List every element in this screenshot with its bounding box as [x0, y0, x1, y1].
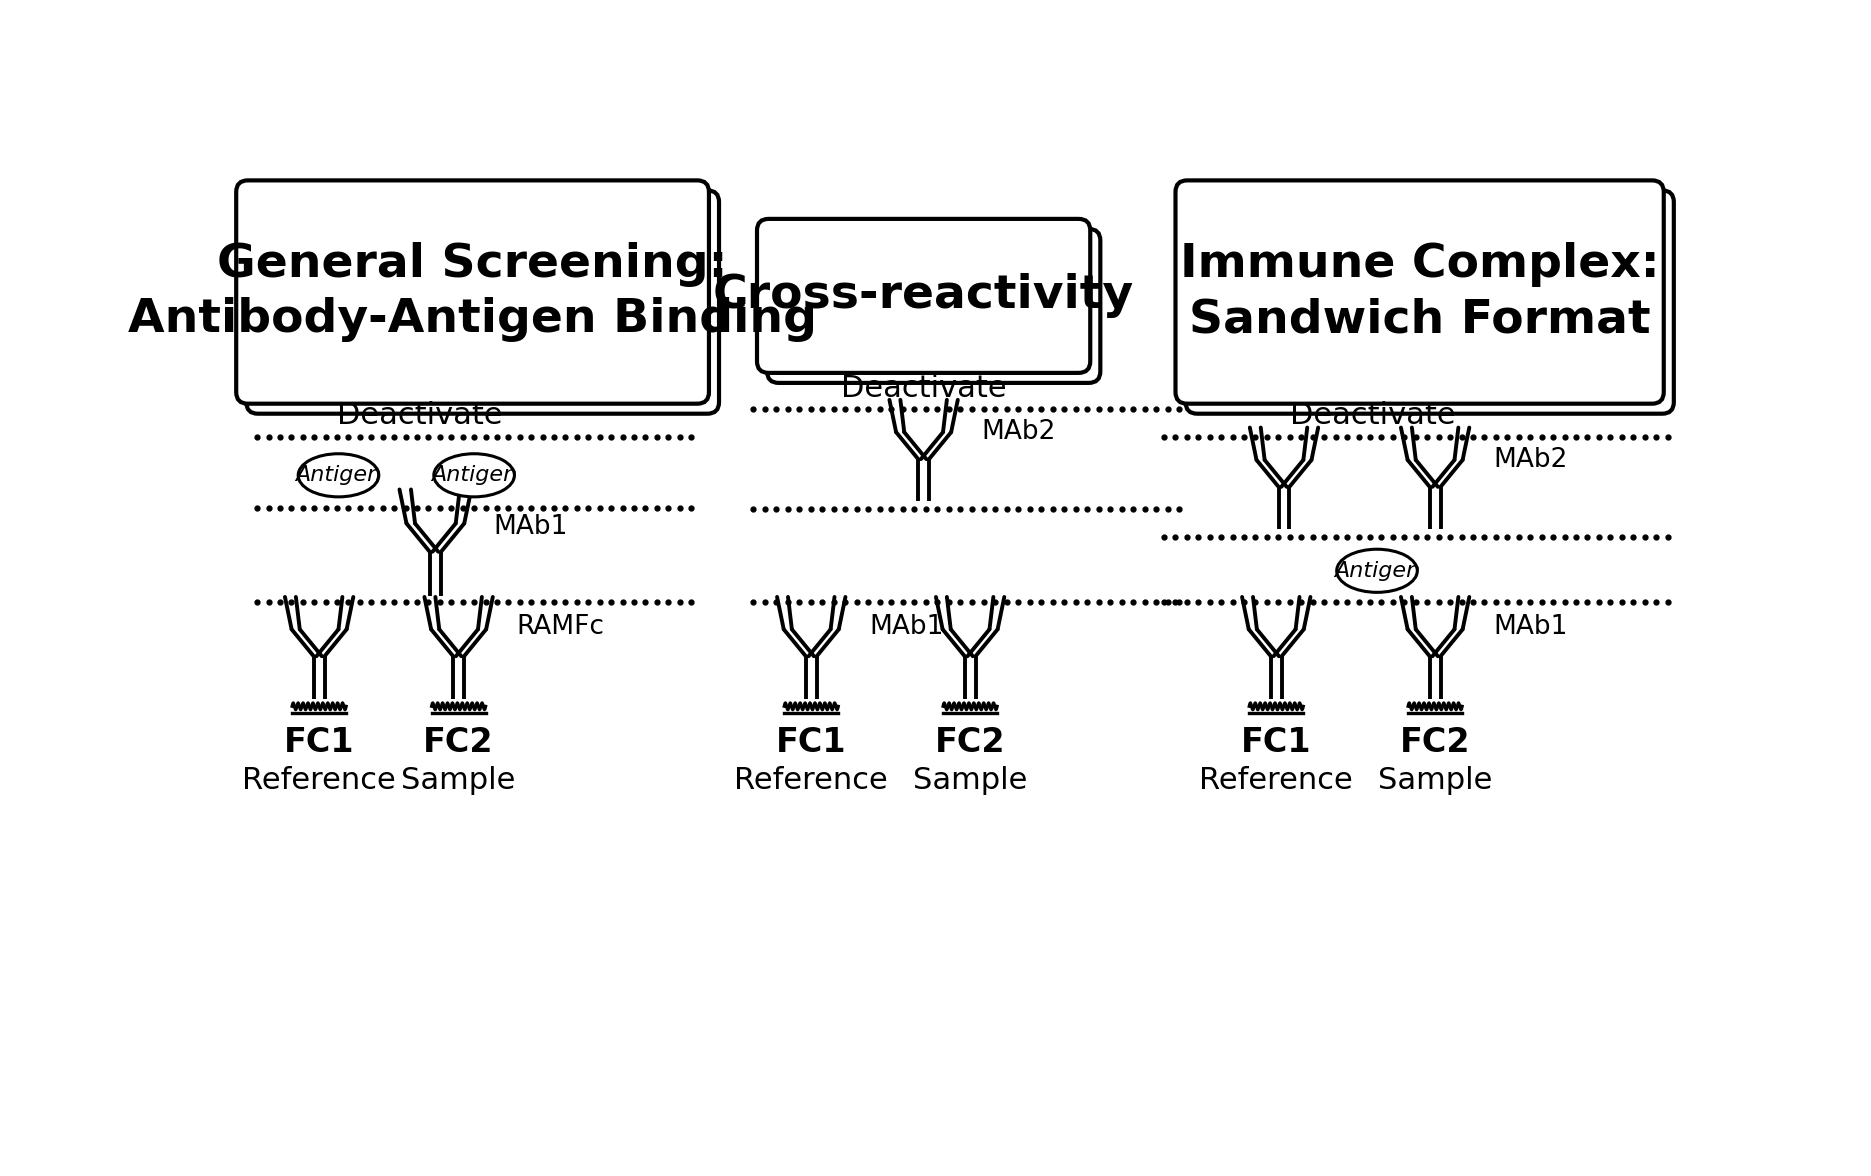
Text: Cross-reactivity: Cross-reactivity — [713, 273, 1134, 319]
FancyBboxPatch shape — [1175, 180, 1663, 403]
Text: FC2: FC2 — [1400, 726, 1471, 759]
FancyBboxPatch shape — [1186, 191, 1675, 414]
Text: FC1: FC1 — [284, 726, 354, 759]
Text: MAb2: MAb2 — [982, 419, 1055, 446]
Ellipse shape — [1336, 549, 1418, 593]
FancyBboxPatch shape — [767, 229, 1100, 383]
Text: FC1: FC1 — [776, 726, 846, 759]
Text: Antigen: Antigen — [430, 466, 516, 486]
Text: General Screening:
Antibody-Antigen Binding: General Screening: Antibody-Antigen Bind… — [127, 242, 818, 342]
Text: MAb1: MAb1 — [1493, 614, 1568, 640]
Text: MAb1: MAb1 — [870, 614, 943, 640]
FancyBboxPatch shape — [758, 219, 1091, 373]
Text: FC1: FC1 — [1240, 726, 1312, 759]
Text: Immune Complex:
Sandwich Format: Immune Complex: Sandwich Format — [1181, 242, 1660, 342]
Text: FC2: FC2 — [423, 726, 494, 759]
Text: Deactivate: Deactivate — [840, 374, 1007, 403]
Text: Sample: Sample — [1377, 767, 1493, 795]
Text: Reference: Reference — [241, 767, 397, 795]
Text: Sample: Sample — [913, 767, 1027, 795]
Text: Deactivate: Deactivate — [337, 401, 503, 429]
Text: Antigen: Antigen — [296, 466, 382, 486]
Text: FC2: FC2 — [936, 726, 1005, 759]
FancyBboxPatch shape — [247, 191, 718, 414]
Text: Reference: Reference — [1199, 767, 1353, 795]
Text: RAMFc: RAMFc — [516, 614, 604, 640]
Text: Deactivate: Deactivate — [1291, 401, 1456, 429]
FancyBboxPatch shape — [236, 180, 709, 403]
Text: MAb2: MAb2 — [1493, 447, 1568, 473]
Text: Reference: Reference — [735, 767, 889, 795]
Text: Sample: Sample — [402, 767, 516, 795]
Ellipse shape — [297, 454, 378, 496]
Text: Antigen: Antigen — [1334, 561, 1420, 581]
Ellipse shape — [434, 454, 515, 496]
Text: MAb1: MAb1 — [494, 514, 569, 540]
